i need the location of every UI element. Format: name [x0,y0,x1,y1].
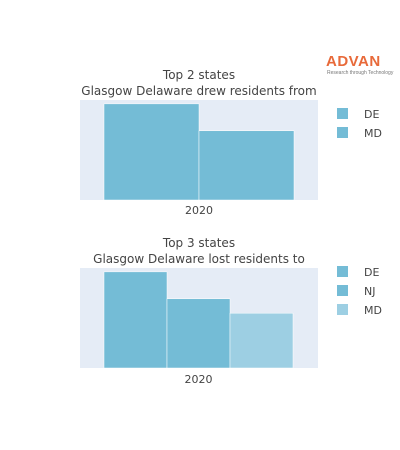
chart2-x-tick-label: 2020 [185,373,213,386]
chart2-legend-label-nj: NJ [364,285,375,298]
chart2-bar-de [103,271,168,369]
logo: ADVAN Research through Technology [326,54,394,78]
chart1-bar-de [103,103,200,201]
chart2-subtitle: Glasgow Delaware lost residents to [93,252,305,266]
chart1-bar-md [198,130,295,201]
chart1-title: Top 2 states [162,68,235,82]
logo-tagline: Research through Technology [327,70,394,76]
chart1-legend-swatch-md [337,127,348,138]
chart1-legend-swatch-de [337,108,348,119]
chart2-legend-swatch-de [337,266,348,277]
chart2-legend-label-de: DE [364,266,379,279]
chart1-x-tick-label: 2020 [185,204,213,217]
chart2-title: Top 3 states [162,236,235,250]
logo-wordmark: ADVAN [326,53,381,70]
chart2-bar-nj [166,298,231,369]
chart2-legend-label-md: MD [364,304,382,317]
chart2-legend-swatch-nj [337,285,348,296]
chart1-subtitle: Glasgow Delaware drew residents from [81,84,316,98]
chart1-legend-label-de: DE [364,108,379,121]
chart1-legend-label-md: MD [364,127,382,140]
chart2-legend-swatch-md [337,304,348,315]
chart2-bar-md [229,312,294,369]
